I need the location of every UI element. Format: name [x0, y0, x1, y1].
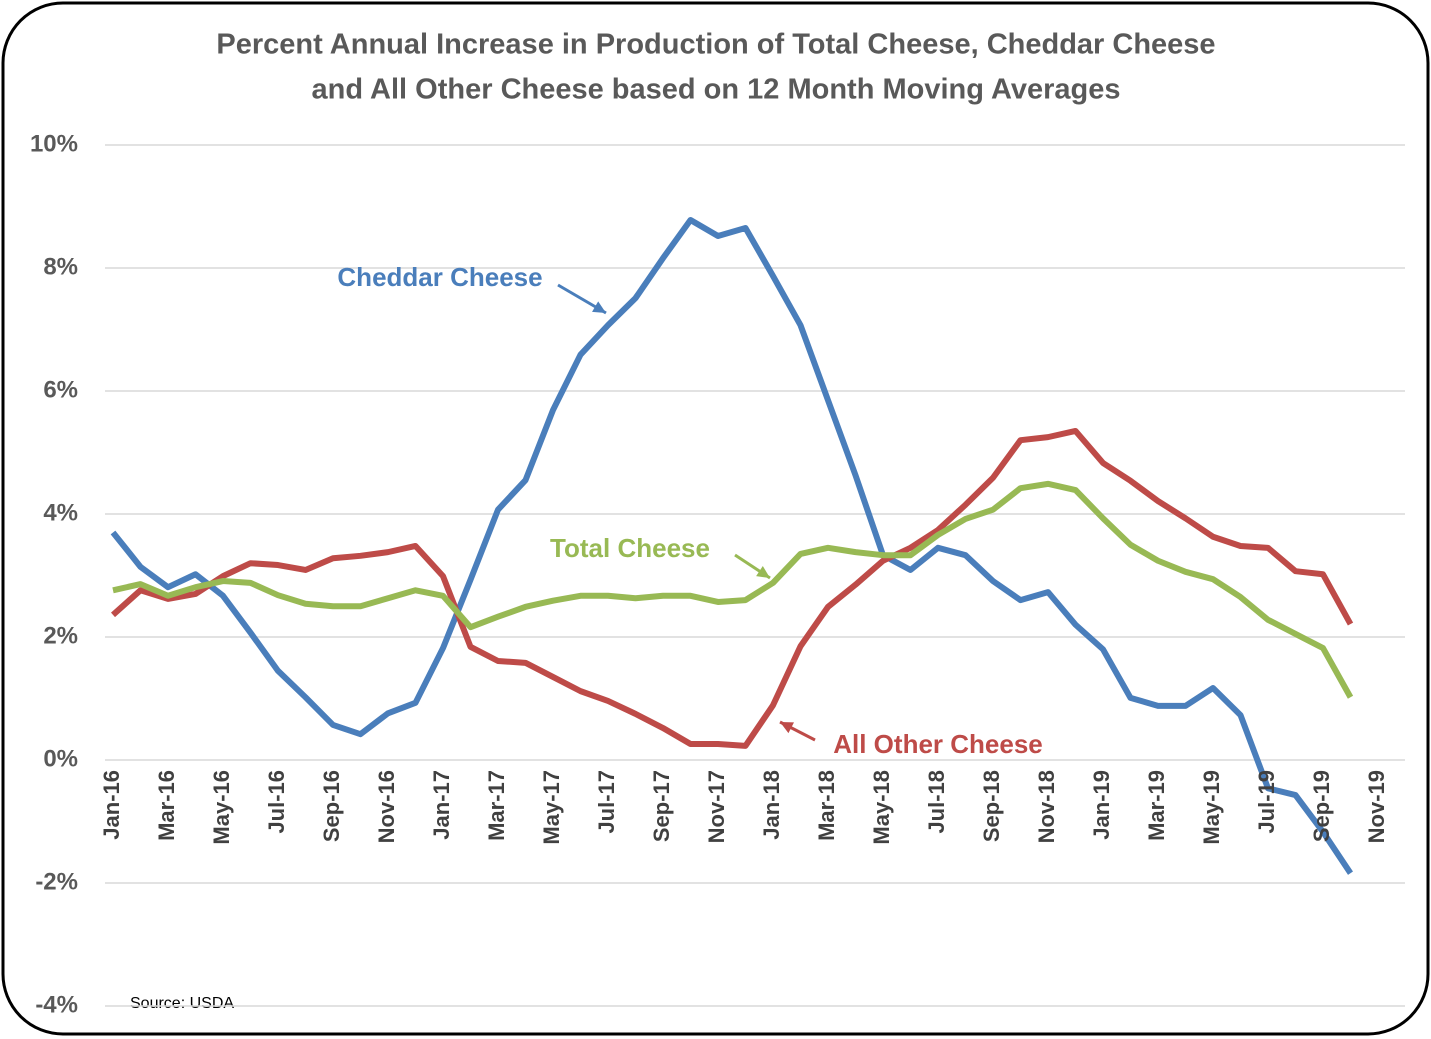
x-tick-label: May-17: [539, 770, 564, 845]
source-note: Source: USDA: [130, 995, 234, 1012]
x-tick-label: Jan-19: [1089, 770, 1114, 840]
chart-title: Percent Annual Increase in Production of…: [216, 29, 1215, 61]
data-line: [110, 217, 1353, 875]
series-annotation: All Other Cheese: [833, 729, 1043, 759]
data-line: [110, 427, 1354, 749]
x-tick-label: May-19: [1199, 770, 1224, 845]
x-tick-label: May-16: [209, 770, 234, 845]
x-tick-label: Nov-19: [1364, 770, 1389, 843]
x-tick-label: Jul-16: [264, 770, 289, 834]
x-tick-label: Mar-18: [814, 770, 839, 841]
x-tick-label: Jan-16: [99, 770, 124, 840]
y-tick-label: 2%: [43, 622, 78, 649]
x-tick-label: Mar-17: [484, 770, 509, 841]
data-line: [112, 480, 1354, 699]
x-tick-label: Sep-19: [1309, 770, 1334, 842]
x-tick-label: Sep-16: [319, 770, 344, 842]
labels: Jan-16 Mar-16 May-16 Jul-16 Sep-16 Nov-16 Jan-…: [99, 262, 1389, 845]
x-tick-label: Sep-17: [649, 770, 674, 842]
x-tick-label: Nov-16: [374, 770, 399, 843]
annotation-arrowhead: [756, 565, 770, 578]
series-annotation: Total Cheese: [550, 533, 710, 563]
x-tick-label: Sep-18: [979, 770, 1004, 842]
y-tick-label: 6%: [43, 376, 78, 403]
x-tick-label: Jan-17: [429, 770, 454, 840]
x-tick-label: Jul-19: [1254, 770, 1279, 834]
y-tick-label: 10%: [30, 130, 78, 157]
y-tick-label: -2%: [35, 868, 78, 895]
plot: [110, 217, 1354, 875]
series-annotation: Cheddar Cheese: [337, 262, 542, 292]
chart-title: and All Other Cheese based on 12 Month M…: [312, 74, 1121, 106]
x-tick-label: May-18: [869, 770, 894, 845]
y-tick-label: 8%: [43, 253, 78, 280]
x-tick-label: Jan-18: [759, 770, 784, 840]
annotation-arrowhead: [780, 722, 794, 734]
x-tick-label: Mar-19: [1144, 770, 1169, 841]
x-tick-label: Jul-17: [594, 770, 619, 834]
x-tick-label: Nov-18: [1034, 770, 1059, 843]
annotation-arrowhead: [592, 301, 606, 313]
y-tick-label: -4%: [35, 991, 78, 1018]
y-tick-label: 0%: [43, 745, 78, 772]
y-tick-label: 4%: [43, 499, 78, 526]
x-tick-label: Mar-16: [154, 770, 179, 841]
x-tick-label: Jul-18: [924, 770, 949, 834]
grid: -4% -2% 0% 2% 4% 6% 8% 10%: [30, 130, 1405, 1018]
x-tick-label: Nov-17: [704, 770, 729, 843]
